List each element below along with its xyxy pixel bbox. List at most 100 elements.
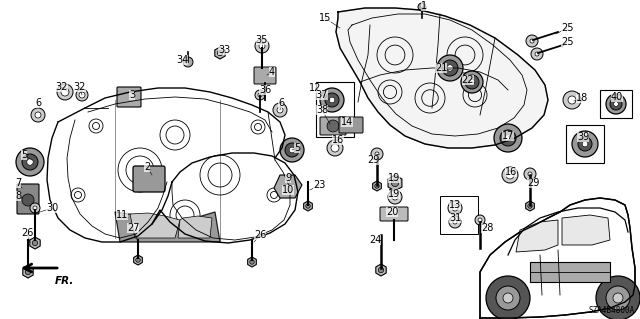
Circle shape — [528, 172, 532, 176]
Circle shape — [255, 39, 269, 53]
Circle shape — [218, 50, 223, 56]
Circle shape — [392, 179, 399, 187]
Circle shape — [486, 276, 530, 319]
Circle shape — [505, 135, 511, 141]
Circle shape — [61, 88, 69, 96]
Text: 40: 40 — [611, 92, 623, 102]
Circle shape — [606, 286, 630, 310]
Text: 24: 24 — [369, 235, 381, 245]
Circle shape — [478, 218, 482, 222]
Circle shape — [452, 205, 458, 211]
FancyBboxPatch shape — [254, 67, 276, 84]
Text: 29: 29 — [527, 178, 539, 188]
Circle shape — [280, 138, 304, 162]
Circle shape — [306, 204, 310, 208]
Text: 36: 36 — [259, 85, 271, 95]
Polygon shape — [30, 237, 40, 249]
Polygon shape — [480, 198, 635, 318]
Circle shape — [378, 267, 384, 273]
Circle shape — [371, 148, 383, 160]
Text: 7: 7 — [15, 178, 21, 188]
Polygon shape — [336, 8, 548, 148]
Circle shape — [79, 92, 85, 98]
Text: SZA4B4800A: SZA4B4800A — [589, 306, 635, 315]
Circle shape — [506, 171, 514, 179]
Circle shape — [392, 194, 398, 200]
Text: 16: 16 — [332, 135, 344, 145]
Text: 35: 35 — [256, 35, 268, 45]
Circle shape — [320, 88, 344, 112]
Circle shape — [57, 84, 73, 100]
Bar — [440, 196, 478, 234]
Circle shape — [285, 143, 299, 157]
Circle shape — [535, 52, 539, 56]
Polygon shape — [372, 181, 381, 191]
Text: 8: 8 — [15, 191, 21, 201]
Circle shape — [475, 215, 485, 225]
Circle shape — [30, 203, 40, 213]
Polygon shape — [215, 47, 225, 59]
Circle shape — [327, 120, 339, 132]
Circle shape — [250, 260, 254, 264]
Text: 19: 19 — [388, 189, 400, 199]
FancyBboxPatch shape — [339, 117, 363, 133]
Text: 20: 20 — [386, 207, 398, 217]
Text: 21: 21 — [435, 63, 447, 73]
Text: FR.: FR. — [55, 276, 74, 286]
Circle shape — [22, 154, 38, 170]
Circle shape — [255, 90, 265, 100]
Circle shape — [572, 131, 598, 157]
Text: 22: 22 — [461, 75, 474, 85]
Bar — [530, 262, 610, 282]
Circle shape — [494, 124, 522, 152]
Polygon shape — [376, 264, 386, 276]
Text: 6: 6 — [278, 98, 284, 108]
Text: 4: 4 — [269, 67, 275, 77]
Circle shape — [496, 286, 520, 310]
Polygon shape — [274, 175, 302, 198]
Circle shape — [596, 276, 640, 319]
Circle shape — [530, 39, 534, 43]
Text: 28: 28 — [481, 223, 493, 233]
Circle shape — [442, 60, 458, 76]
Text: 27: 27 — [127, 223, 140, 233]
Bar — [316, 82, 354, 137]
Polygon shape — [248, 257, 257, 267]
Circle shape — [563, 91, 581, 109]
Text: 29: 29 — [367, 155, 379, 165]
Text: 15: 15 — [319, 13, 331, 23]
Polygon shape — [134, 255, 142, 265]
Circle shape — [375, 152, 379, 156]
Circle shape — [418, 3, 426, 11]
Circle shape — [259, 43, 265, 49]
Circle shape — [289, 147, 295, 153]
Bar — [600, 90, 632, 118]
Text: 13: 13 — [449, 200, 461, 210]
Circle shape — [613, 293, 623, 303]
Polygon shape — [130, 213, 180, 238]
Circle shape — [449, 216, 461, 228]
Circle shape — [27, 159, 33, 165]
Text: 3: 3 — [129, 90, 135, 100]
Circle shape — [375, 184, 380, 188]
Text: 34: 34 — [176, 55, 188, 65]
Text: 18: 18 — [576, 93, 588, 103]
Circle shape — [606, 94, 626, 114]
Text: 1: 1 — [421, 1, 427, 11]
Text: 6: 6 — [35, 98, 41, 108]
Text: 25: 25 — [561, 23, 573, 33]
Text: 31: 31 — [449, 213, 461, 223]
Circle shape — [26, 269, 31, 275]
Text: 11: 11 — [116, 210, 128, 220]
Polygon shape — [525, 201, 534, 211]
Circle shape — [465, 75, 479, 89]
Bar — [566, 125, 604, 163]
Circle shape — [568, 96, 576, 104]
Text: 26: 26 — [254, 230, 266, 240]
Text: 5: 5 — [21, 150, 27, 160]
Circle shape — [526, 35, 538, 47]
FancyBboxPatch shape — [380, 207, 408, 221]
Polygon shape — [562, 215, 610, 245]
Circle shape — [614, 101, 618, 107]
Text: 2: 2 — [144, 162, 150, 172]
